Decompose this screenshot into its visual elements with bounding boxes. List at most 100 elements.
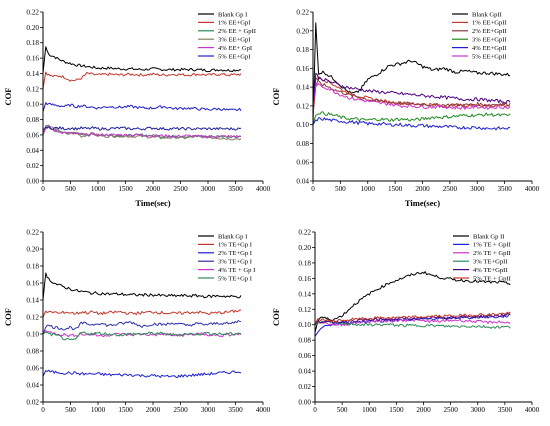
y-tick-label: 0.12: [298, 306, 311, 314]
series-line-4: [42, 124, 242, 141]
y-tick-label: 0.20: [298, 244, 311, 252]
y-tick-label: 0.06: [26, 365, 39, 373]
y-tick-label: 0.22: [26, 9, 39, 17]
legend-label: 1% TE + GpII: [473, 242, 511, 249]
legend-label: 2% TE+Gp I: [218, 250, 252, 257]
series-line-6: [314, 311, 511, 325]
x-tick-label: 2000: [415, 185, 430, 193]
series-line-2: [42, 71, 242, 89]
y-tick-label: 0.04: [26, 147, 39, 155]
x-tick-label: 3500: [498, 406, 513, 414]
y-tick-label: 0.06: [296, 159, 309, 167]
legend-label: 2% EE+GpII: [472, 28, 507, 35]
y-tick-label: 0.20: [296, 27, 309, 35]
series-line-2: [314, 313, 511, 337]
y-tick-label: 0.04: [26, 382, 39, 390]
y-tick-label: 0.12: [26, 85, 39, 93]
y-tick-label: 0.14: [26, 297, 39, 305]
x-tick-label: 2500: [443, 185, 458, 193]
y-tick-label: 0.04: [298, 368, 311, 376]
y-tick-label: 0.08: [296, 140, 309, 148]
legend-label: 4% EE+ GpI: [218, 45, 252, 52]
x-tick-label: 2500: [173, 185, 188, 193]
x-tick-label: 4000: [525, 185, 540, 193]
y-tick-label: 0.18: [26, 263, 39, 271]
x-tick-label: 3000: [201, 406, 216, 414]
series-line-4: [42, 320, 242, 335]
legend: Blank Gp I 1% TE+Gp I2% TE+Gp I 3% TE+Gp I…: [198, 233, 255, 282]
series-line-7: [312, 72, 511, 106]
x-tick-label: 3500: [497, 185, 512, 193]
y-tick-label: 0.12: [26, 314, 39, 322]
y-tick-label: 0.02: [298, 383, 311, 391]
x-tick-label: 2000: [146, 185, 161, 193]
y-tick-label: 0.08: [26, 348, 39, 356]
y-tick-label: 0.16: [298, 275, 311, 283]
y-tick-label: 0.10: [26, 101, 39, 109]
y-axis-title: COF: [271, 88, 281, 106]
y-tick-label: 0.22: [26, 229, 39, 237]
x-tick-label: 1500: [118, 185, 133, 193]
y-tick-label: 0.00: [298, 399, 311, 407]
y-axis-title: COF: [271, 308, 281, 326]
x-tick-label: 2000: [416, 406, 431, 414]
chart-panel-1: 0 500 1000 1500 2000 2500 3000 3500 4000 0.00 0.02…: [3, 9, 271, 209]
x-tick-label: 3000: [470, 185, 485, 193]
y-tick-label: 0.06: [298, 352, 311, 360]
x-tick-label: 0: [41, 185, 45, 193]
y-tick-label: 0.10: [26, 331, 39, 339]
x-tick-label: 4000: [525, 406, 540, 414]
legend-label: 4% EE+GpII: [472, 45, 507, 52]
x-tick-label: 3000: [471, 406, 486, 414]
series-line-4: [312, 111, 511, 125]
x-tick-label: 4000: [256, 406, 271, 414]
x-tick-label: 2500: [443, 406, 458, 414]
legend-label: Blank GpII: [472, 11, 502, 18]
chart-panel-4: 0 500 1000 1500 2000 2500 3000 3500 4000 0.00 0.02…: [271, 229, 540, 415]
legend-label: 3% EE+GpII: [472, 37, 507, 44]
y-tick-label: 0.02: [26, 399, 39, 407]
series-line-2: [312, 76, 511, 116]
series-line-5: [42, 126, 242, 139]
y-tick-label: 0.18: [298, 259, 311, 267]
x-tick-label: 500: [65, 185, 76, 193]
y-tick-label: 0.00: [26, 178, 39, 186]
y-tick-label: 0.02: [26, 162, 39, 170]
y-tick-label: 0.16: [26, 55, 39, 63]
y-tick-label: 0.10: [298, 321, 311, 329]
x-axis-title: Time(sec): [135, 198, 170, 208]
x-tick-label: 3500: [228, 406, 243, 414]
x-tick-label: 500: [335, 185, 346, 193]
series-line-5: [42, 330, 242, 338]
legend-label: 5% EE+GpII: [472, 53, 507, 60]
y-tick-label: 0.18: [296, 46, 309, 54]
x-tick-label: 0: [313, 406, 317, 414]
x-tick-label: 3500: [228, 185, 243, 193]
legend-label: 2% EE + GpII: [218, 28, 256, 35]
x-tick-label: 500: [65, 406, 76, 414]
legend-label: Blank Gp I: [218, 233, 247, 240]
legend-label: 5% TE + GpII: [473, 275, 511, 282]
series-line-1: [42, 272, 242, 301]
y-tick-label: 0.04: [296, 178, 309, 186]
legend-label: 1% EE+GpI: [218, 20, 250, 27]
legend-label: 3% EE+GpI: [218, 37, 250, 44]
series-line-3: [312, 77, 511, 116]
y-tick-label: 0.16: [296, 65, 309, 73]
legend-label: Blank Gp II: [473, 233, 505, 240]
legend-label: 3% TE+GpII: [473, 259, 508, 266]
y-tick-label: 0.20: [26, 24, 39, 32]
chart-panel-2: 0 500 1000 1500 2000 2500 3000 3500 4000 0.04 0.06…: [271, 9, 540, 209]
series-line-6: [42, 102, 242, 113]
x-tick-label: 0: [41, 406, 45, 414]
series-line-2: [42, 309, 242, 318]
legend-label: 1% TE+Gp I: [218, 242, 252, 249]
series-line-1: [42, 46, 241, 74]
x-tick-label: 1000: [361, 185, 376, 193]
y-tick-label: 0.22: [298, 229, 311, 237]
y-tick-label: 0.14: [26, 70, 39, 78]
